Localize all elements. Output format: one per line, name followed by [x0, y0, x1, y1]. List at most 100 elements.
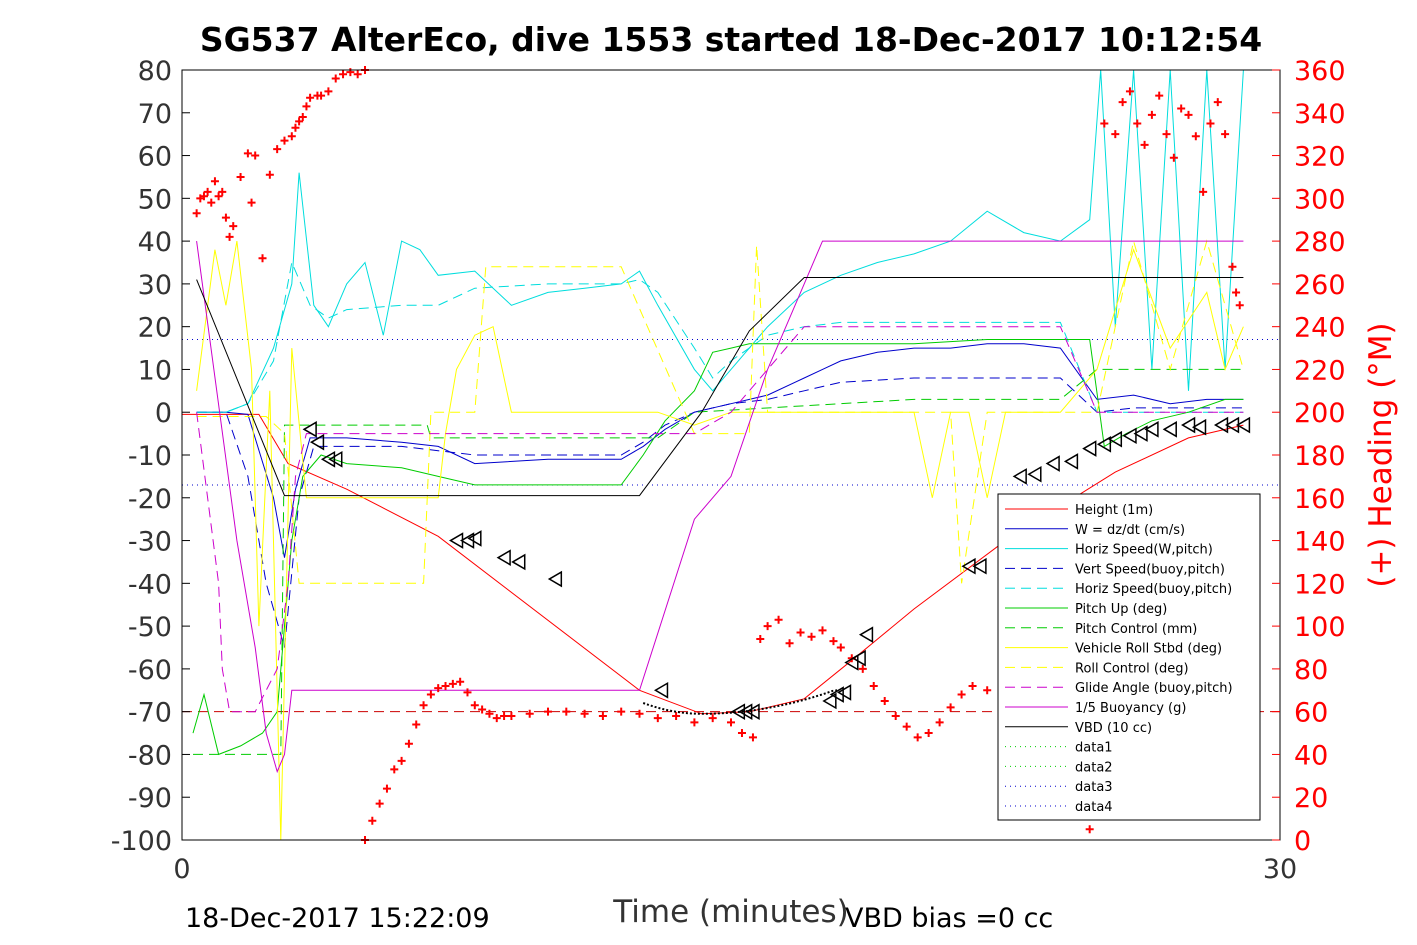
bottom-axis: 0 30 [173, 832, 1297, 885]
y2-tick-label: 200 [1294, 398, 1346, 429]
legend-label-horiz-speed-w-pitch: Horiz Speed(W,pitch) [1075, 543, 1213, 558]
heading-point [1235, 301, 1244, 310]
heading-point [869, 682, 878, 690]
y2-tick-label: 340 [1294, 99, 1346, 130]
y-tick-label: 0 [155, 398, 172, 429]
heading-point [1147, 110, 1156, 119]
triangle-marker [1144, 421, 1159, 438]
heading-point [485, 709, 494, 718]
legend-label-data1: data1 [1075, 741, 1113, 756]
heading-point [390, 765, 399, 774]
chart-title: SG537 AlterEco, dive 1553 started 18-Dec… [200, 20, 1262, 59]
triangle-marker [822, 692, 837, 710]
right-axis: 3603403203002802602402202001801601401201… [1272, 56, 1346, 857]
y-tick-label: -60 [128, 655, 172, 686]
legend: Height (1m) W = dz/dt (cm/s) Horiz Speed(W… [997, 493, 1261, 821]
heading-point [924, 729, 933, 738]
triangle-marker [1096, 436, 1112, 453]
heading-point [1199, 187, 1208, 196]
heading-point [287, 132, 296, 141]
heading-point [946, 703, 955, 712]
heading-point [273, 145, 282, 154]
y2-tick-label: 220 [1294, 355, 1346, 386]
heading-point [1085, 825, 1094, 834]
heading-point [478, 705, 487, 714]
heading-point [653, 714, 662, 723]
legend-label-horiz-speed-buoy-pitch: Horiz Speed(buoy,pitch) [1075, 582, 1232, 597]
triangle-marker [1181, 416, 1196, 434]
x-tick-label: 0 [173, 854, 190, 885]
heading-point [1206, 119, 1215, 128]
series-line-1-5-buoyancy-g [196, 240, 1244, 774]
y2-tick-label: 60 [1294, 698, 1328, 729]
heading-point [858, 664, 867, 673]
triangle-marker [467, 530, 482, 547]
heading-point [727, 718, 735, 727]
heading-point [796, 628, 805, 637]
heading-point [324, 87, 333, 96]
heading-point [617, 707, 626, 716]
triangle-marker [320, 450, 336, 468]
y-tick-label: -80 [128, 740, 172, 771]
heading-point [236, 172, 245, 181]
y2-tick-label: 280 [1294, 227, 1346, 258]
triangle-marker [858, 626, 874, 643]
triangle-marker [1122, 427, 1137, 445]
y2-axis-label: (+) Heading (°M) [1363, 322, 1399, 587]
triangle-marker [738, 703, 753, 720]
heading-point [913, 733, 922, 742]
heading-point [302, 102, 311, 111]
heading-point [818, 626, 827, 635]
heading-point [500, 711, 509, 720]
triangle-marker [1133, 425, 1148, 442]
heading-point [690, 718, 699, 727]
heading-point [346, 68, 355, 77]
heading-point [957, 690, 966, 699]
y2-tick-label: 160 [1294, 484, 1346, 515]
y2-tick-label: 20 [1294, 783, 1328, 814]
vbd-bias-footer: VBD bias =0 cc [845, 903, 1053, 934]
heading-point [748, 733, 757, 742]
heading-point [708, 714, 717, 723]
legend-label-data3: data3 [1075, 780, 1113, 795]
heading-point [1169, 153, 1178, 162]
heading-point [492, 714, 501, 723]
heading-point [935, 718, 944, 727]
y-tick-label: 30 [138, 270, 172, 301]
triangle-marker [1012, 468, 1027, 485]
y2-tick-label: 40 [1294, 740, 1328, 771]
y-tick-label: 60 [138, 142, 172, 173]
heading-point [1221, 130, 1230, 139]
heading-point [412, 720, 421, 729]
heading-point [785, 639, 794, 648]
y-tick-label: 20 [138, 313, 172, 344]
heading-point [1155, 91, 1164, 100]
triangle-marker [547, 570, 563, 588]
heading-point [1100, 119, 1109, 128]
x-tick-label: 30 [1263, 854, 1297, 885]
heading-point [891, 711, 900, 720]
heading-point [1125, 87, 1134, 96]
y2-tick-label: 120 [1294, 569, 1346, 600]
heading-point [331, 74, 340, 83]
y2-tick-label: 80 [1294, 655, 1328, 686]
y-tick-label: -40 [128, 569, 172, 600]
heading-point [218, 187, 227, 196]
series-line-horiz-speed-buoy-pitch [196, 260, 1244, 413]
heading-point [1213, 98, 1222, 107]
heading-point [397, 756, 406, 765]
x-axis-label: Time (minutes) [612, 894, 848, 930]
y2-tick-label: 0 [1294, 826, 1311, 857]
y2-tick-label: 300 [1294, 184, 1346, 215]
heading-point [463, 688, 472, 697]
heading-point [214, 192, 223, 201]
y-tick-label: -90 [128, 783, 172, 814]
heading-point [368, 816, 377, 825]
heading-point [295, 117, 304, 126]
triangle-marker [1162, 421, 1177, 438]
series-line-pitch-up-deg [192, 339, 1244, 756]
heading-point [404, 739, 413, 748]
y-tick-label: -10 [128, 441, 172, 472]
heading-point [448, 679, 457, 688]
